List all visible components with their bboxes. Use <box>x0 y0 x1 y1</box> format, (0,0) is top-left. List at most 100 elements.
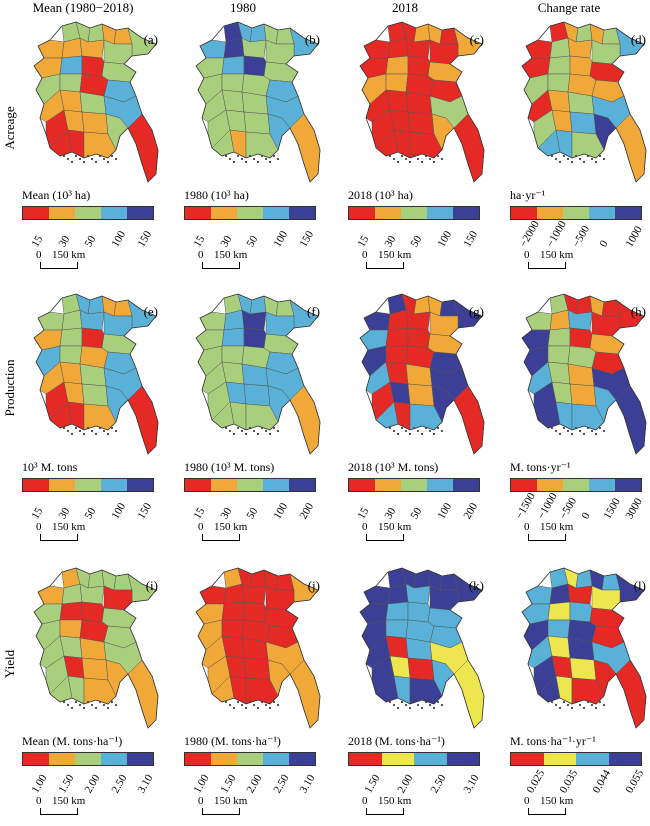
legend-swatch <box>127 753 153 765</box>
delta-island <box>416 429 420 433</box>
legend-tick-label: 30 <box>382 505 399 522</box>
delta-island <box>566 157 570 161</box>
country-outline <box>195 21 321 183</box>
legend-tick-label: 3.10 <box>297 772 318 796</box>
delta-island <box>408 706 412 710</box>
legend-swatch <box>101 753 127 765</box>
district-region <box>221 55 245 75</box>
district-region <box>59 345 83 365</box>
delta-island <box>428 157 432 161</box>
scale-km-label: 150 km <box>52 521 86 533</box>
delta-island <box>232 160 236 164</box>
delta-island <box>396 432 400 436</box>
delta-island <box>566 703 570 707</box>
delta-island <box>256 432 260 436</box>
scale-zero-label: 0 <box>198 521 204 533</box>
legend-swatch <box>237 479 263 491</box>
delta-island <box>420 432 424 436</box>
country-outline <box>195 293 321 455</box>
delta-island <box>388 700 392 704</box>
legend-colorbar <box>184 478 316 492</box>
scale-bar <box>366 262 404 269</box>
legend-tick-label: 3.10 <box>461 772 482 796</box>
district-region <box>101 61 137 83</box>
district-map <box>359 293 485 455</box>
district-region <box>59 619 83 639</box>
district-region <box>547 345 571 365</box>
district-region <box>453 659 485 729</box>
delta-island <box>578 429 582 433</box>
delta-island <box>412 700 416 704</box>
legend-tick-label: 1500 <box>601 496 623 522</box>
district-region <box>249 569 267 589</box>
scale-km-label: 150 km <box>52 249 86 261</box>
delta-island <box>102 429 106 433</box>
delta-island <box>248 426 252 430</box>
legend-tick-label: 100 <box>434 228 454 250</box>
legend-swatch <box>381 753 414 765</box>
delta-island <box>78 703 82 707</box>
delta-island <box>260 700 264 704</box>
delta-island <box>586 700 590 704</box>
scale-zero-label: 0 <box>36 249 42 261</box>
delta-island <box>62 154 66 158</box>
legend-tick-label: 1000 <box>623 224 645 250</box>
legend-swatch <box>23 479 49 491</box>
legend-swatch <box>563 479 589 491</box>
district-map <box>195 21 321 183</box>
district-map <box>195 293 321 455</box>
legend-swatch <box>49 753 75 765</box>
delta-island <box>602 157 606 161</box>
legend-tick-label: 1.50 <box>362 772 383 796</box>
legend-tick-label: 0 <box>596 238 611 250</box>
delta-island <box>228 429 232 433</box>
delta-island <box>228 157 232 161</box>
legend-tick-label: 0.035 <box>557 767 581 796</box>
legend-swatch <box>589 207 615 219</box>
delta-island <box>66 429 70 433</box>
delta-island <box>440 157 444 161</box>
district-region <box>547 55 571 75</box>
district-region <box>547 601 571 621</box>
district-region <box>363 585 391 605</box>
delta-island <box>260 426 264 430</box>
district-region <box>407 111 435 135</box>
legend-tick-label: 50 <box>82 505 99 522</box>
delta-island <box>98 154 102 158</box>
legend-tick-label: 15 <box>355 505 372 522</box>
legend-swatch <box>211 479 237 491</box>
legend-title: M. tons·ha⁻¹·yr⁻¹ <box>510 734 596 748</box>
district-region <box>127 113 159 183</box>
legend-swatch <box>211 207 237 219</box>
delta-island <box>110 700 114 704</box>
delta-island <box>432 160 436 164</box>
district-region <box>221 327 245 347</box>
row-label-yield: Yield <box>2 649 17 679</box>
district-region <box>453 385 485 455</box>
delta-island <box>90 703 94 707</box>
scale-bar <box>528 808 566 815</box>
district-region <box>289 385 321 455</box>
district-region <box>589 61 625 83</box>
legend-title: ha·yr⁻¹ <box>510 188 546 202</box>
district-region <box>547 619 571 639</box>
delta-island <box>264 157 268 161</box>
panel-letter: (b) <box>304 32 320 47</box>
panel-letter: (f) <box>307 304 320 319</box>
legend-swatch <box>127 207 153 219</box>
district-map <box>359 567 485 729</box>
district-region <box>405 583 431 605</box>
legend-swatch <box>511 753 544 765</box>
delta-island <box>252 429 256 433</box>
map-panel: (b) 1980 (10³ ha) 15 30 50 100 150 0 150 km <box>180 14 330 274</box>
legend-swatch <box>349 753 382 765</box>
map-panel: (i) Mean (M. tons·ha⁻¹) 1.00 1.50 2.00 2.50 3.… <box>18 560 168 820</box>
delta-island <box>432 432 436 436</box>
scale-bar <box>202 534 240 541</box>
legend-colorbar <box>510 206 642 220</box>
district-region <box>199 585 227 605</box>
district-region <box>81 657 109 681</box>
legend-tick-label: 100 <box>270 500 290 522</box>
legend-swatch <box>511 207 537 219</box>
legend-swatch <box>101 479 127 491</box>
